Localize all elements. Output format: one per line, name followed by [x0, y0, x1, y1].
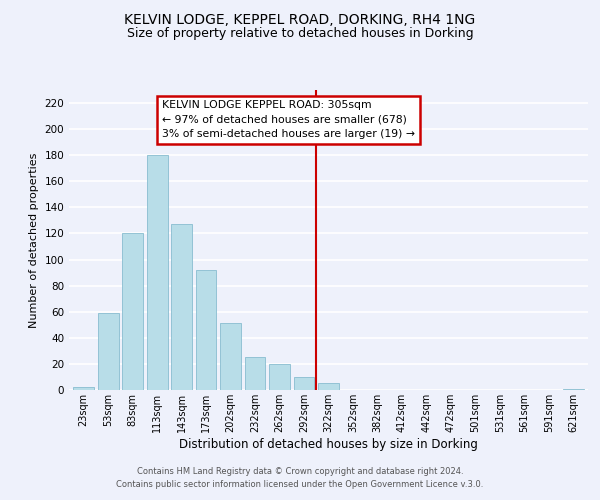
Bar: [73, 388, 94, 390]
Text: Size of property relative to detached houses in Dorking: Size of property relative to detached ho…: [127, 28, 473, 40]
Bar: [245, 358, 265, 390]
Text: Contains public sector information licensed under the Open Government Licence v.: Contains public sector information licen…: [116, 480, 484, 489]
Bar: [220, 324, 241, 390]
Bar: [122, 234, 143, 390]
Bar: [171, 224, 192, 390]
Text: Contains HM Land Registry data © Crown copyright and database right 2024.: Contains HM Land Registry data © Crown c…: [137, 467, 463, 476]
Bar: [196, 270, 217, 390]
Bar: [293, 377, 314, 390]
Bar: [563, 388, 584, 390]
Bar: [318, 384, 339, 390]
Bar: [98, 313, 119, 390]
Text: KELVIN LODGE, KEPPEL ROAD, DORKING, RH4 1NG: KELVIN LODGE, KEPPEL ROAD, DORKING, RH4 …: [124, 12, 476, 26]
Bar: [147, 155, 167, 390]
X-axis label: Distribution of detached houses by size in Dorking: Distribution of detached houses by size …: [179, 438, 478, 450]
Text: KELVIN LODGE KEPPEL ROAD: 305sqm
← 97% of detached houses are smaller (678)
3% o: KELVIN LODGE KEPPEL ROAD: 305sqm ← 97% o…: [162, 100, 415, 139]
Bar: [269, 364, 290, 390]
Y-axis label: Number of detached properties: Number of detached properties: [29, 152, 39, 328]
